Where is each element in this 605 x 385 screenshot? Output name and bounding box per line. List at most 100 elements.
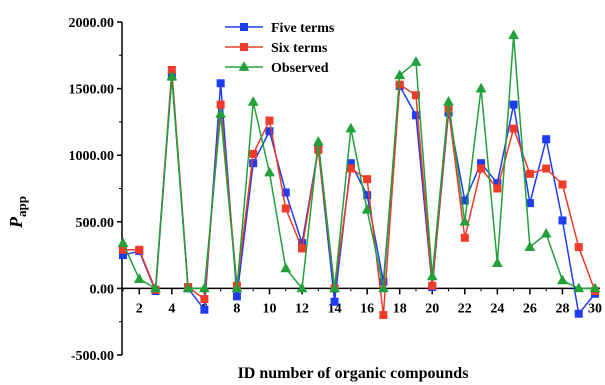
data-point bbox=[119, 245, 127, 254]
data-point bbox=[281, 188, 290, 197]
x-tick-label: 18 bbox=[393, 301, 407, 316]
data-point bbox=[491, 257, 503, 267]
data-point bbox=[166, 70, 178, 81]
data-point bbox=[265, 127, 274, 136]
data-point bbox=[557, 274, 568, 285]
x-tick-label: 28 bbox=[555, 301, 569, 316]
legend-label: Five terms bbox=[271, 21, 335, 36]
x-tick-label: 12 bbox=[295, 301, 309, 316]
y-tick-label: 500.00 bbox=[76, 216, 115, 231]
y-axis-title: Papp bbox=[6, 196, 29, 229]
data-point bbox=[298, 239, 307, 248]
data-point bbox=[363, 175, 372, 184]
x-tick-label: 2 bbox=[136, 301, 143, 316]
data-point bbox=[426, 270, 438, 281]
legend-label: Observed bbox=[271, 61, 329, 76]
data-point bbox=[200, 305, 209, 314]
data-point bbox=[540, 227, 552, 238]
y-axis-title-main: P bbox=[6, 216, 26, 229]
data-point bbox=[509, 124, 518, 133]
data-point bbox=[477, 164, 486, 173]
data-point bbox=[411, 111, 420, 120]
data-point bbox=[280, 262, 292, 273]
data-point bbox=[216, 79, 225, 88]
x-tick-label: 10 bbox=[262, 301, 276, 316]
data-point bbox=[296, 282, 308, 293]
legend-marker bbox=[240, 23, 248, 31]
series-observed bbox=[117, 29, 601, 293]
data-point bbox=[589, 282, 601, 293]
series-line bbox=[122, 76, 596, 316]
data-point bbox=[167, 65, 176, 74]
data-point bbox=[312, 135, 324, 146]
x-tick-label: 30 bbox=[588, 301, 602, 316]
data-point bbox=[247, 96, 259, 106]
data-point bbox=[524, 241, 536, 251]
y-tick-label: 1500.00 bbox=[69, 83, 115, 98]
data-point bbox=[493, 184, 502, 193]
data-point bbox=[428, 281, 437, 290]
x-tick-label: 24 bbox=[490, 301, 504, 316]
legend: Five terms Six terms Observed bbox=[225, 21, 335, 76]
data-point bbox=[232, 292, 241, 301]
data-point bbox=[542, 164, 551, 173]
series-line bbox=[122, 35, 595, 291]
data-point bbox=[249, 149, 258, 158]
data-point bbox=[345, 122, 357, 133]
legend-entry: Observed bbox=[225, 61, 329, 76]
data-point bbox=[379, 311, 388, 320]
x-tick-label: 20 bbox=[425, 301, 439, 316]
data-point bbox=[346, 164, 355, 173]
legend-entry: Six terms bbox=[225, 41, 328, 56]
data-point bbox=[329, 282, 341, 293]
legend-entry: Five terms bbox=[225, 21, 335, 36]
x-tick-label: 16 bbox=[360, 301, 374, 316]
data-point bbox=[281, 204, 290, 213]
data-point bbox=[410, 56, 422, 66]
data-point bbox=[525, 199, 534, 208]
data-point bbox=[573, 282, 585, 293]
legend-marker bbox=[238, 61, 250, 71]
data-point bbox=[150, 282, 161, 293]
data-point bbox=[558, 216, 567, 225]
data-point bbox=[558, 180, 567, 189]
data-point bbox=[509, 100, 518, 109]
data-point bbox=[460, 233, 469, 242]
legend-marker bbox=[240, 43, 248, 51]
y-tick-label: 1000.00 bbox=[69, 149, 115, 164]
data-point bbox=[119, 251, 127, 260]
data-point bbox=[249, 159, 258, 168]
legend-label: Six terms bbox=[271, 41, 328, 56]
data-point bbox=[525, 169, 534, 178]
x-axis-title: ID number of organic compounds bbox=[238, 365, 469, 382]
y-tick-label: -500.00 bbox=[71, 349, 114, 364]
data-point bbox=[298, 244, 307, 253]
data-point bbox=[215, 107, 227, 118]
data-point bbox=[117, 237, 129, 247]
data-point bbox=[574, 309, 583, 318]
data-point bbox=[493, 179, 502, 188]
data-point bbox=[216, 100, 225, 109]
data-point bbox=[133, 273, 145, 283]
data-point bbox=[231, 282, 243, 293]
data-point bbox=[363, 191, 372, 200]
data-point bbox=[377, 282, 389, 293]
data-point bbox=[508, 29, 520, 40]
series-six-terms bbox=[119, 65, 599, 320]
data-point bbox=[330, 297, 339, 306]
data-point bbox=[459, 215, 471, 226]
x-tick-label: 26 bbox=[523, 301, 537, 316]
data-point bbox=[135, 245, 144, 254]
data-point bbox=[182, 282, 194, 293]
data-point bbox=[475, 82, 487, 93]
data-point bbox=[264, 166, 275, 177]
data-point bbox=[198, 282, 210, 293]
x-tick-label: 22 bbox=[458, 301, 472, 316]
data-point bbox=[542, 135, 551, 144]
y-axis-title-subscript: app bbox=[14, 196, 29, 217]
x-tick-label: 4 bbox=[168, 301, 175, 316]
x-tick-label: 8 bbox=[233, 301, 240, 316]
